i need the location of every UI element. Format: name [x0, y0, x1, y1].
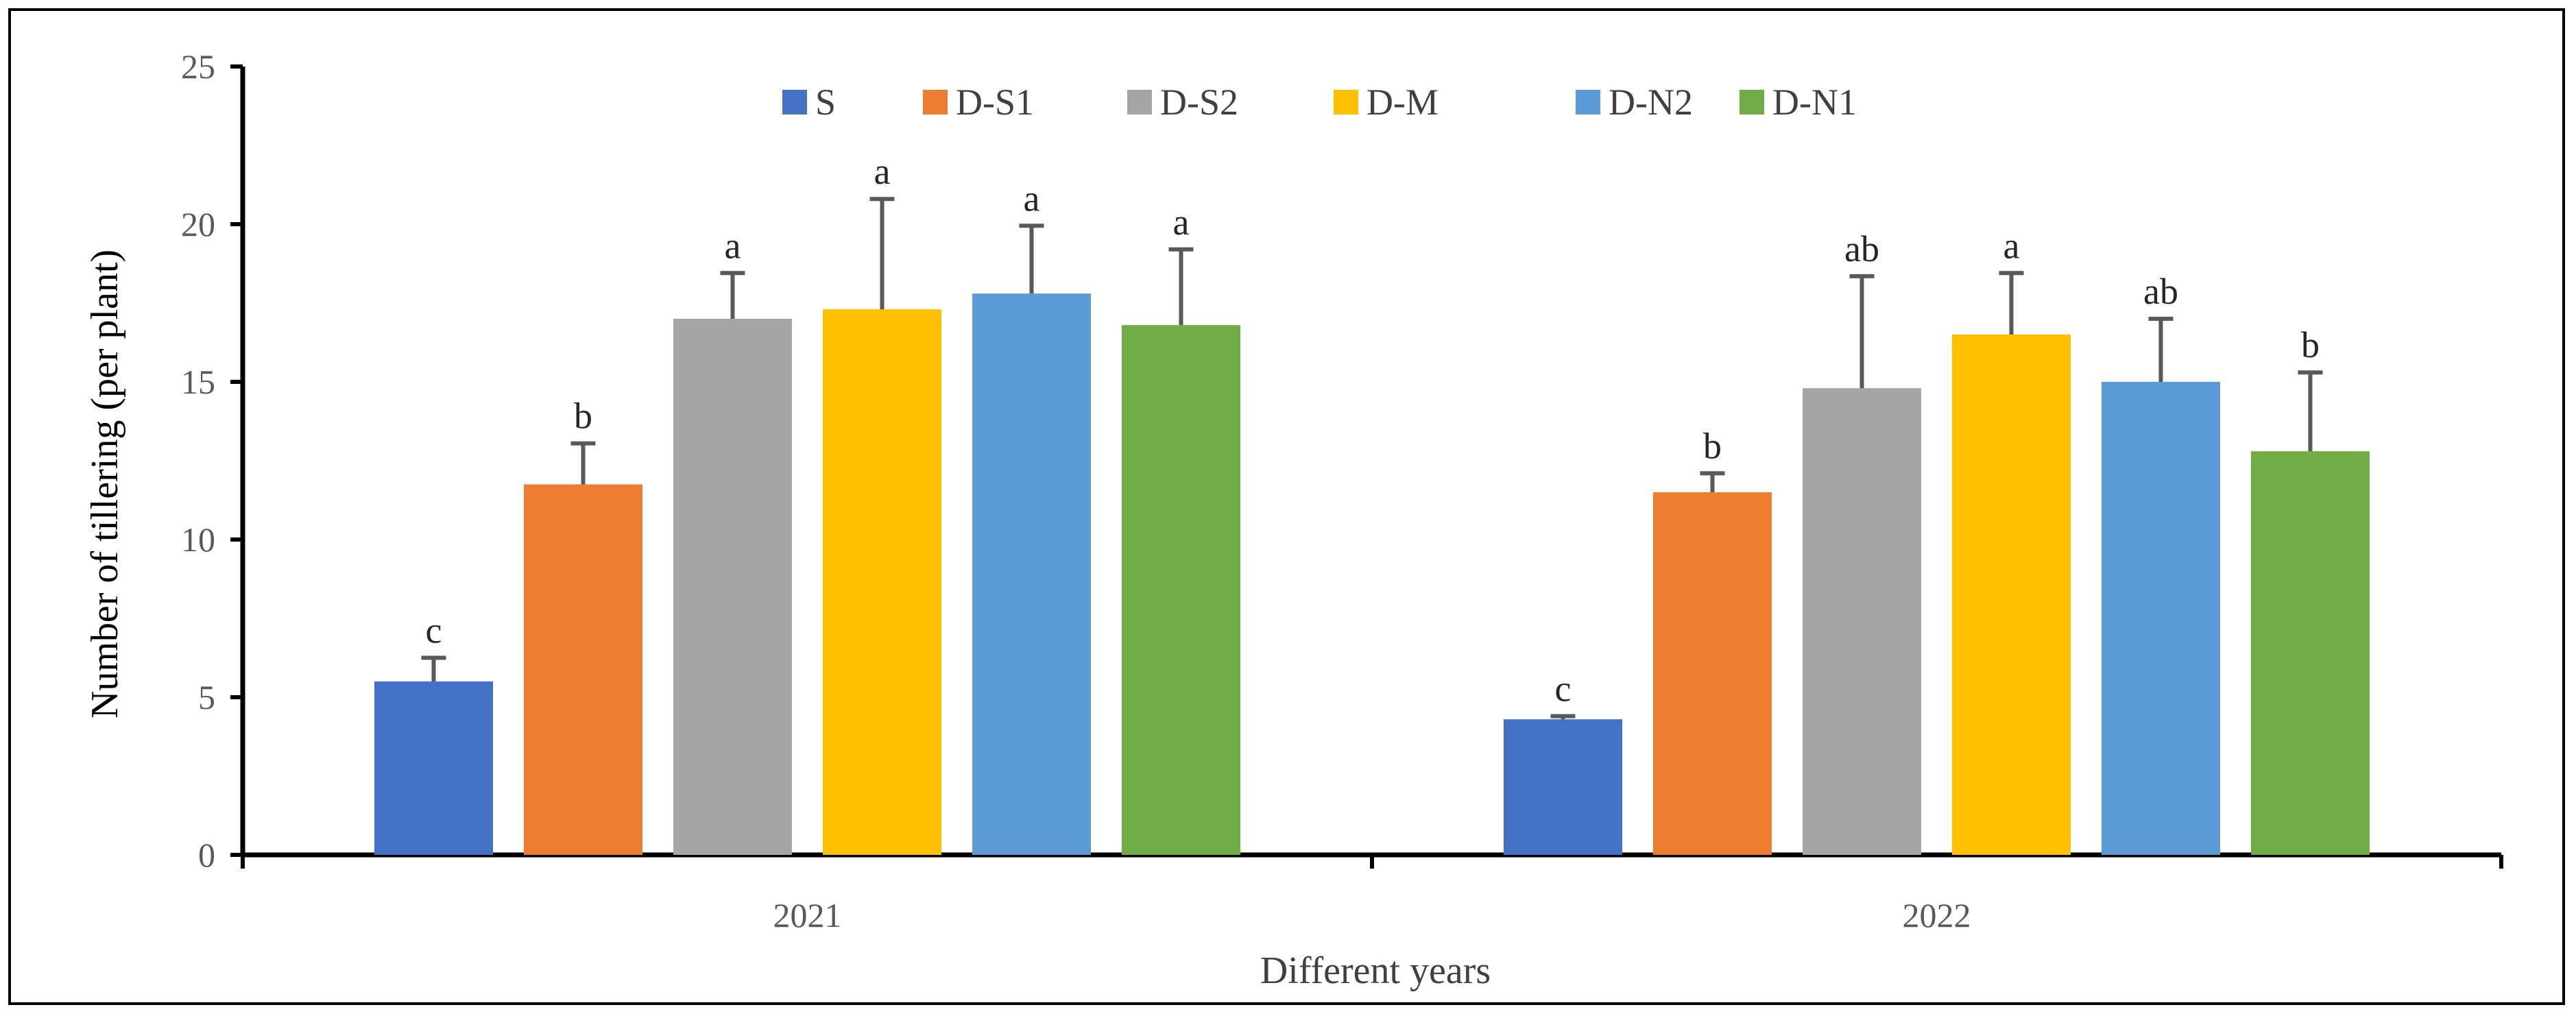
- x-tick-label: 2022: [1903, 896, 1971, 934]
- significance-label: b: [2301, 324, 2320, 365]
- significance-label: ab: [1844, 228, 1879, 269]
- significance-label: b: [1703, 425, 1722, 466]
- legend-label: S: [815, 82, 836, 123]
- bar: [673, 319, 792, 855]
- y-tick-label: 20: [181, 205, 215, 243]
- significance-label: a: [2003, 225, 2020, 266]
- bar: [1122, 325, 1240, 855]
- x-axis-title: Different years: [1260, 950, 1491, 992]
- labels: Different years Number of tillering (per…: [84, 151, 2320, 992]
- bar: [374, 681, 493, 855]
- significance-label: a: [1024, 178, 1040, 219]
- legend-label: D-N1: [1772, 82, 1857, 123]
- bar: [823, 309, 941, 855]
- y-tick-label: 25: [181, 47, 215, 86]
- chart-frame: 0 5 10 15 20 25 Different years Number of til…: [8, 8, 2565, 1005]
- bar: [1504, 719, 1622, 855]
- significance-label: a: [725, 225, 741, 266]
- bar: [1952, 335, 2071, 855]
- bar: [1803, 388, 1921, 855]
- y-tick-label: 15: [181, 363, 215, 401]
- legend: S D-S1 D-S2 D-M D-N2 D-N1: [782, 82, 1857, 123]
- significance-label: a: [874, 151, 891, 192]
- legend-label: D-S2: [1160, 82, 1238, 123]
- bar: [2251, 451, 2370, 855]
- legend-label: D-N2: [1609, 82, 1693, 123]
- significance-label: b: [574, 396, 592, 437]
- y-tick-label: 0: [198, 836, 215, 874]
- legend-label: D-S1: [956, 82, 1034, 123]
- significance-label: c: [426, 610, 442, 651]
- bar: [1653, 492, 1772, 855]
- x-tick-label: 2021: [773, 896, 842, 934]
- significance-label: ab: [2143, 271, 2178, 312]
- y-tick-label: 10: [181, 520, 215, 559]
- legend-swatch: [1127, 90, 1152, 114]
- bar: [2102, 382, 2220, 855]
- bars: [374, 197, 2370, 855]
- y-axis-title: Number of tillering (per plant): [84, 250, 126, 718]
- legend-swatch: [1576, 90, 1600, 114]
- legend-swatch: [1334, 90, 1358, 114]
- legend-swatch: [923, 90, 948, 114]
- legend-label: D-M: [1367, 82, 1439, 123]
- significance-label: a: [1173, 202, 1190, 243]
- legend-swatch: [1740, 90, 1764, 114]
- y-tick-label: 5: [198, 678, 215, 716]
- bar: [972, 293, 1091, 855]
- bar: [524, 484, 642, 855]
- significance-label: c: [1555, 668, 1572, 710]
- bar-chart: 0 5 10 15 20 25 Different years Number of til…: [84, 47, 2503, 992]
- legend-swatch: [782, 90, 807, 114]
